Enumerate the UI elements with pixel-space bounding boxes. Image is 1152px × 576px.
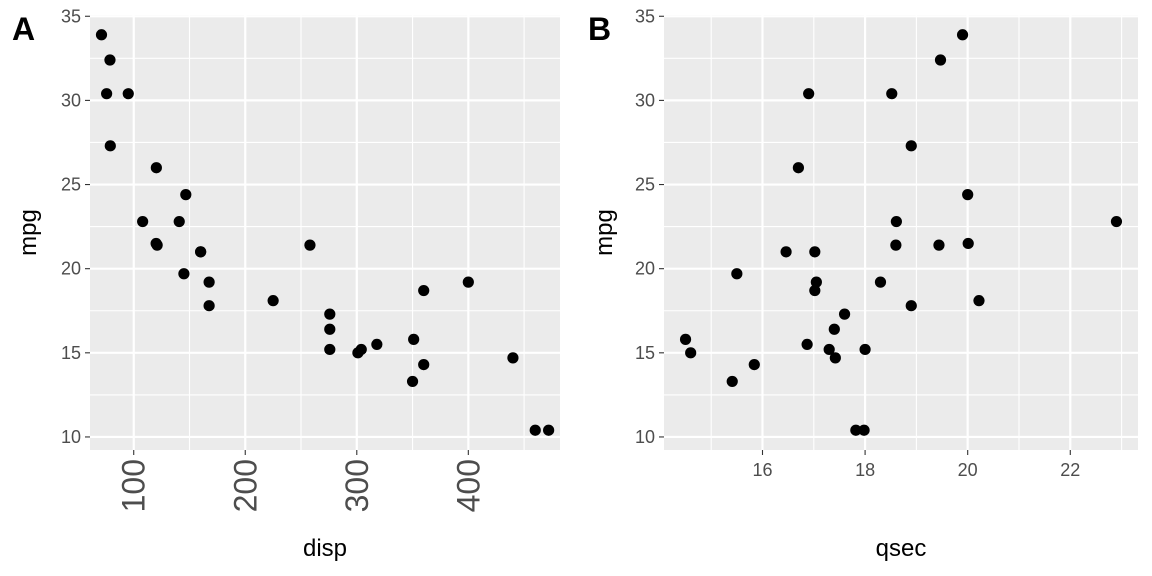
panel-b-y-tick-label: 30	[635, 90, 655, 110]
panel-a-data-point	[178, 268, 190, 280]
panel-a-data-point	[529, 424, 541, 436]
panel-b-data-point	[1110, 215, 1123, 228]
panel-b-data-point	[874, 276, 887, 288]
panel-a-data-point	[180, 189, 192, 201]
panel-b-data-point	[956, 29, 969, 41]
panel-a-y-tick-label: 25	[61, 175, 81, 195]
panel-b-data-point	[803, 88, 815, 100]
panel-b-data-point	[934, 54, 947, 66]
panel-a-y-tick-label: 20	[61, 259, 81, 279]
panel-a-data-point	[101, 88, 113, 100]
panel-b-x-tick-label: 22	[1060, 460, 1080, 480]
panel-a-data-point	[203, 276, 215, 288]
panel-a-x-tick-label: 400	[450, 459, 486, 512]
panel-b-data-point	[685, 347, 697, 359]
panel-b: B mpg qsec 10 15 20 25 30 35 16 18 20 22	[588, 6, 1138, 562]
panel-a-data-point	[203, 300, 215, 312]
panel-b-data-point	[810, 276, 822, 288]
panel-a-y-tick-label: 15	[61, 343, 81, 363]
panel-a-y-axis-title: mpg	[15, 209, 42, 256]
panel-a-x-tick-label: 300	[339, 459, 375, 512]
panel-b-data-point	[962, 189, 974, 201]
panel-a-data-point	[418, 358, 430, 371]
panel-a-y-tick-label: 30	[61, 90, 81, 110]
panel-b-data-point	[809, 246, 821, 258]
panel-a-data-point	[543, 424, 555, 436]
panel-a-data-point	[195, 246, 207, 258]
panel-a-x-axis-title: disp	[303, 535, 347, 562]
panel-a: A mpg disp 10 15 20 25 30 35 100 200 300 400	[12, 6, 560, 562]
panel-b-data-point	[828, 323, 840, 335]
panel-b-x-tick-label: 16	[752, 460, 772, 480]
panel-b-data-point	[823, 343, 835, 356]
panel-b-panel-background	[664, 15, 1138, 450]
panel-b-data-point	[731, 268, 743, 280]
panel-b-data-point	[780, 246, 792, 258]
panel-a-data-point	[95, 29, 108, 41]
panel-b-x-tick-label: 18	[855, 460, 875, 480]
panel-b-y-tick-label: 35	[635, 6, 655, 26]
panel-a-data-point	[104, 140, 116, 152]
panel-a-data-point	[150, 162, 162, 174]
panel-a-data-point	[267, 295, 279, 307]
panel-b-tag: B	[588, 11, 611, 47]
panel-a-data-point	[304, 239, 316, 251]
panel-b-y-tick-label: 10	[635, 427, 655, 447]
panel-a-plot-area	[90, 15, 560, 450]
panel-b-y-axis-title: mpg	[591, 209, 618, 256]
panel-b-y-tick-label: 25	[635, 175, 655, 195]
panel-b-data-point	[809, 284, 821, 297]
panel-a-y-tick-label: 10	[61, 427, 81, 447]
panel-b-x-axis-title: qsec	[876, 535, 927, 562]
panel-b-data-point	[886, 88, 898, 100]
panel-a-data-point	[406, 375, 419, 388]
panel-a-y-tick-label: 35	[61, 6, 81, 26]
panel-a-data-point	[408, 333, 420, 345]
panel-b-data-point	[748, 358, 760, 371]
panel-b-data-point	[726, 375, 738, 388]
panel-b-data-point	[962, 237, 974, 250]
panel-b-data-point	[838, 308, 851, 320]
panel-a-data-point	[122, 88, 134, 100]
panel-b-y-tick-label: 20	[635, 259, 655, 279]
panel-b-data-point	[859, 343, 871, 356]
panel-b-data-point	[679, 333, 692, 345]
panel-a-data-point	[462, 276, 474, 288]
panel-b-data-point	[905, 140, 917, 152]
panel-a-panel-background	[90, 15, 560, 450]
panel-b-data-point	[890, 215, 902, 228]
panel-b-data-point	[792, 162, 805, 174]
panel-b-plot-area	[664, 15, 1138, 450]
panel-b-data-point	[890, 239, 902, 251]
panel-a-data-point	[137, 215, 149, 228]
panel-a-x-tick-label: 200	[227, 459, 263, 512]
panel-a-data-point	[507, 352, 519, 364]
panel-a-data-point	[371, 338, 383, 351]
panel-b-y-tick-label: 15	[635, 343, 655, 363]
panel-b-data-point	[905, 300, 917, 312]
panel-a-data-point	[324, 343, 336, 356]
panel-b-data-point	[858, 424, 870, 436]
panel-b-data-point	[973, 295, 985, 307]
panel-a-data-point	[151, 239, 163, 251]
panel-a-tag: A	[12, 11, 35, 47]
panel-b-data-point	[829, 352, 841, 364]
panel-a-data-point	[324, 308, 336, 320]
panel-a-data-point	[352, 347, 364, 359]
panel-a-x-tick-label: 100	[116, 459, 152, 512]
panel-b-data-point	[801, 338, 813, 351]
panel-b-data-point	[933, 239, 945, 251]
panel-b-data-point	[850, 424, 862, 436]
panel-b-x-tick-label: 20	[958, 460, 978, 480]
panel-a-data-point	[173, 215, 185, 228]
panel-a-data-point	[418, 284, 430, 297]
panel-a-data-point	[324, 323, 336, 335]
panel-a-data-point	[104, 54, 116, 66]
